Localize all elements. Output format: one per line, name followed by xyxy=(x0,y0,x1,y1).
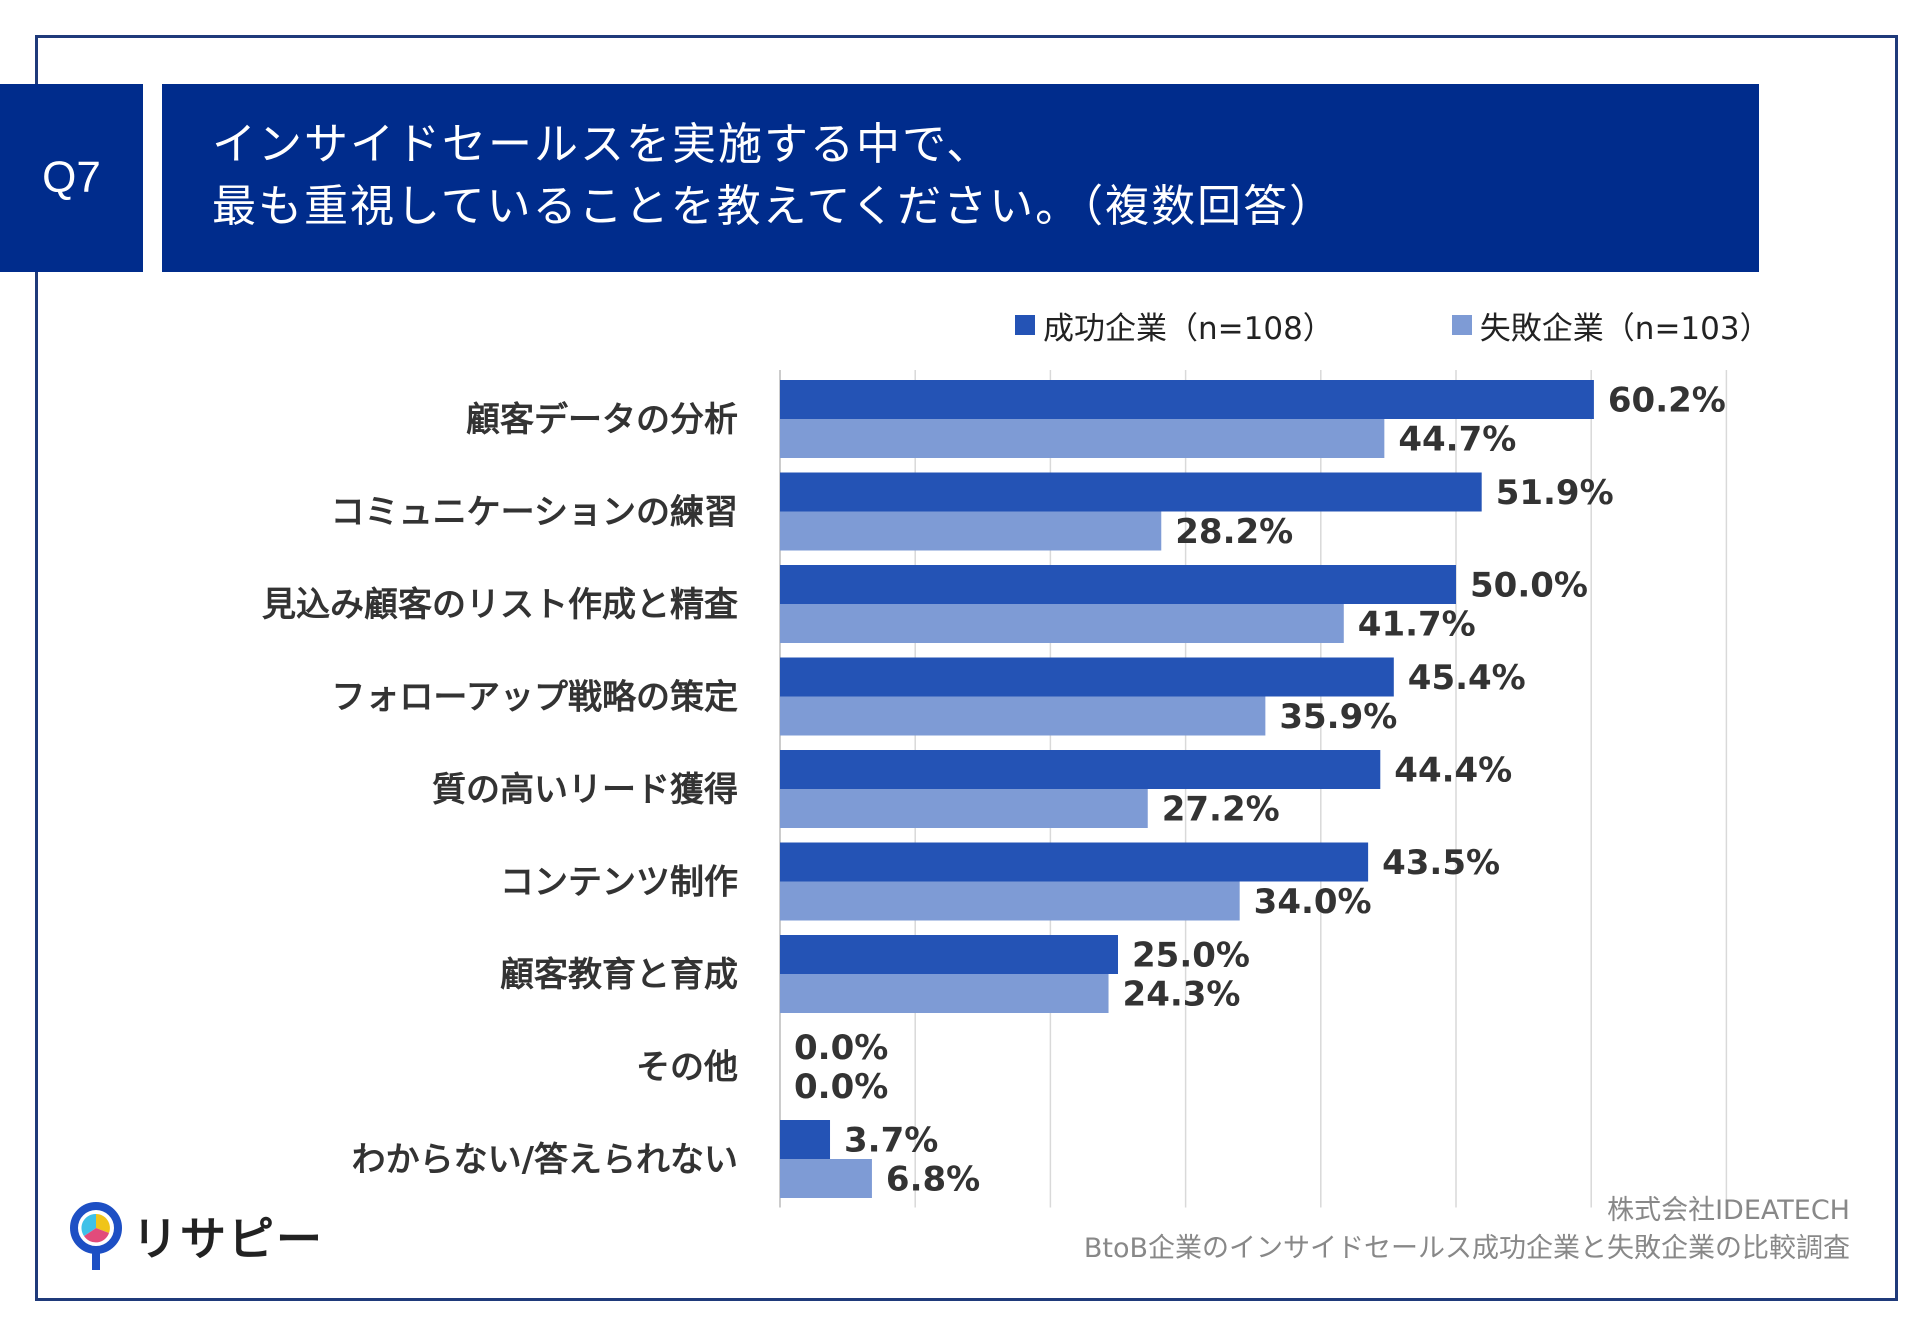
value-label-success-0: 60.2% xyxy=(1608,381,1726,421)
value-label-failure-3: 35.9% xyxy=(1279,697,1397,737)
logo-text: リサピー xyxy=(132,1212,324,1266)
legend-item-success: 成功企業（n=108） xyxy=(1015,303,1334,348)
bar-failure-1 xyxy=(780,511,1162,551)
title-line-1: インサイドセールスを実施する中で、 xyxy=(212,119,993,170)
value-label-failure-1: 28.2% xyxy=(1175,512,1293,552)
bar-failure-8 xyxy=(780,1159,872,1198)
slide-frame xyxy=(35,35,1898,1301)
bar-success-2 xyxy=(780,565,1456,604)
value-label-failure-5: 34.0% xyxy=(1254,882,1372,922)
legend-label-success: 成功企業（n=108） xyxy=(1043,310,1334,347)
value-label-failure-0: 44.7% xyxy=(1398,420,1516,460)
category-label-0: 顧客データの分析 xyxy=(466,400,738,440)
value-label-failure-2: 41.7% xyxy=(1358,605,1476,645)
bar-success-4 xyxy=(780,750,1381,789)
category-label-3: フォローアップ戦略の策定 xyxy=(331,678,738,718)
value-label-success-3: 45.4% xyxy=(1408,658,1526,698)
value-label-failure-4: 27.2% xyxy=(1162,790,1280,830)
credit-survey: BtoB企業のインサイドセールス成功企業と失敗企業の比較調査 xyxy=(1083,1233,1850,1264)
category-label-8: わからない/答えられない xyxy=(352,1140,738,1180)
bar-failure-0 xyxy=(780,419,1385,458)
category-label-7: その他 xyxy=(636,1048,738,1088)
category-label-1: コミュニケーションの練習 xyxy=(331,493,738,533)
bar-success-8 xyxy=(780,1120,831,1159)
value-label-success-8: 3.7% xyxy=(844,1121,938,1161)
value-label-success-5: 43.5% xyxy=(1382,843,1500,883)
legend-label-failure: 失敗企業（n=103） xyxy=(1479,310,1771,347)
value-label-success-7: 0.0% xyxy=(794,1028,888,1068)
question-badge: Q7 xyxy=(0,84,143,272)
bar-success-5 xyxy=(780,842,1369,882)
value-label-failure-6: 24.3% xyxy=(1123,975,1241,1015)
value-label-failure-8: 6.8% xyxy=(886,1160,980,1200)
category-label-4: 質の高いリード獲得 xyxy=(432,770,738,810)
bar-failure-5 xyxy=(780,881,1240,921)
title-line-2: 最も重視していることを教えてください。（複数回答） xyxy=(212,181,1336,232)
bar-success-0 xyxy=(780,380,1594,419)
bar-failure-6 xyxy=(780,974,1109,1013)
value-label-success-2: 50.0% xyxy=(1470,566,1588,606)
legend-item-failure: 失敗企業（n=103） xyxy=(1451,303,1771,348)
bar-failure-4 xyxy=(780,789,1148,828)
bar-failure-2 xyxy=(780,604,1344,643)
value-label-success-6: 25.0% xyxy=(1132,936,1250,976)
question-title: インサイドセールスを実施する中で、 最も重視していることを教えてください。（複数… xyxy=(162,84,1759,272)
bar-success-3 xyxy=(780,657,1394,697)
category-label-6: 顧客教育と育成 xyxy=(500,955,738,995)
credit-company: 株式会社IDEATECH xyxy=(1607,1195,1850,1226)
source-credit: 株式会社IDEATECH BtoB企業のインサイドセールス成功企業と失敗企業の比… xyxy=(1084,1192,1850,1268)
risapy-logo: リサピー xyxy=(68,1200,324,1272)
category-label-2: 見込み顧客のリスト作成と精査 xyxy=(262,585,738,625)
bar-success-1 xyxy=(780,472,1482,512)
pin-logo-icon xyxy=(70,1202,122,1270)
bar-failure-3 xyxy=(780,696,1266,736)
category-label-5: コンテンツ制作 xyxy=(500,863,738,903)
chart-legend: 成功企業（n=108） 失敗企業（n=103） xyxy=(1015,303,1771,348)
value-label-failure-7: 0.0% xyxy=(794,1067,888,1107)
bar-success-6 xyxy=(780,935,1118,974)
value-label-success-4: 44.4% xyxy=(1394,751,1512,791)
legend-swatch-success xyxy=(1015,315,1035,335)
legend-swatch-failure xyxy=(1451,315,1472,335)
value-label-success-1: 51.9% xyxy=(1496,473,1614,513)
